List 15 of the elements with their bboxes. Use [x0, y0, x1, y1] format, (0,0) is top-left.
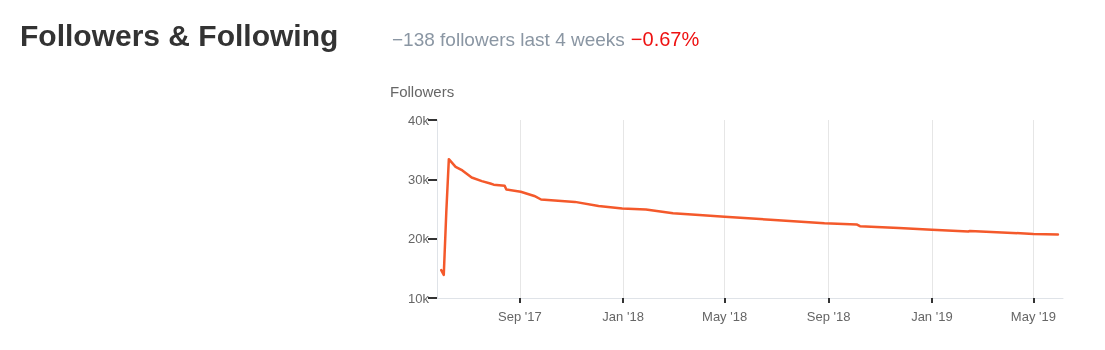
- y-tick-label: 30k: [408, 171, 430, 187]
- x-tick-label: May '18: [702, 309, 748, 324]
- y-axis-title: Followers: [390, 83, 455, 100]
- x-tick-label: Sep '17: [498, 309, 542, 324]
- y-tick-label: 40k: [408, 112, 430, 128]
- chart-subtitle: −138 followers last 4 weeks: [392, 29, 625, 50]
- text: −0.67%: [630, 28, 700, 50]
- line-series: [439, 157, 1060, 277]
- x-tick-label: Jan '19: [911, 309, 953, 324]
- y-tick-label: 20k: [408, 231, 430, 247]
- x-tick-label: May '19: [1010, 309, 1056, 324]
- x-tick-label: Jan '18: [602, 309, 644, 324]
- y-tick-label: 10k: [408, 290, 430, 306]
- text: Followers & Following: [20, 18, 339, 52]
- x-tick-label: Sep '18: [806, 309, 851, 324]
